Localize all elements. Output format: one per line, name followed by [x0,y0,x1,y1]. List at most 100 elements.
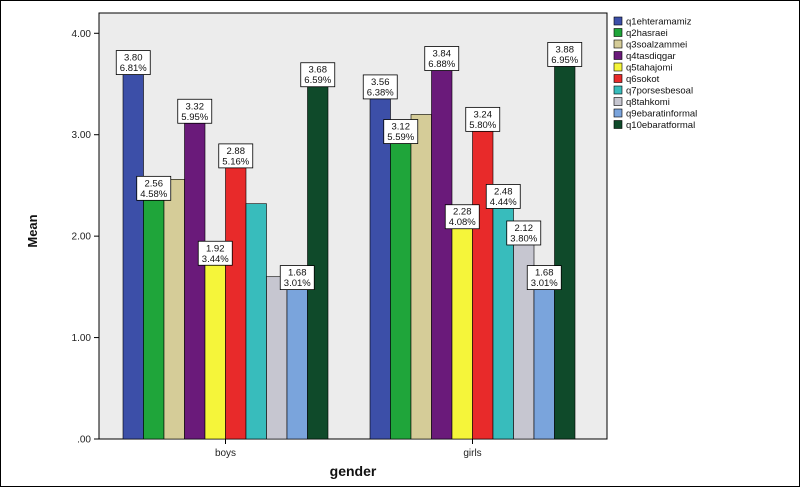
data-label-percent: 6.95% [551,55,578,66]
legend: q1ehteramamizq2hasraeiq3soalzammeiq4tasd… [613,16,697,131]
legend-item-q7porsesbesoal: q7porsesbesoal [613,85,693,97]
data-label-q4tasdiqgar-boys: 3.325.95% [177,98,213,124]
legend-item-q3soalzammei: q3soalzammei [613,40,687,51]
data-label-percent: 3.01% [531,278,558,289]
data-label-q5tahajomi-boys: 1.923.44% [197,240,233,266]
data-label-box [279,265,315,291]
y-tick-label: 2.00 [72,232,92,243]
data-label-value: 3.12 [392,122,411,133]
data-label-percent: 5.80% [469,120,496,131]
bar-q4tasdiqgar-girls [431,49,453,440]
legend-label: q10ebaratformal [626,120,695,131]
data-label-box [115,50,151,75]
bar-q8tahkomi-girls [513,223,535,440]
data-label-value: 3.80 [124,53,143,64]
legend-item-q8tahkomi: q8tahkomi [613,97,670,108]
legend-label: q4tasdiqgar [626,51,676,62]
data-label-value: 2.88 [227,146,246,157]
x-axis: boys girls [215,439,482,459]
data-label-box [424,46,460,71]
data-label-box [362,74,398,100]
y-tick-label: 3.00 [72,130,92,141]
legend-label: q9ebaratinformal [626,109,697,120]
legend-item-q9ebaratinformal: q9ebaratinformal [613,109,697,120]
bar-q9ebaratinformal-girls [533,268,555,440]
data-label-q9ebaratinformal-boys: 1.683.01% [279,265,315,291]
bar-q7porsesbesoal-boys [245,203,267,440]
data-label-q7porsesbesoal-girls: 2.484.44% [485,184,521,209]
data-label-box [300,62,336,88]
data-label-percent: 6.38% [367,87,394,98]
data-label-q5tahajomi-girls: 2.284.08% [444,204,480,230]
data-label-box [465,106,501,132]
legend-label: q1ehteramamiz [626,17,692,28]
data-label-q4tasdiqgar-girls: 3.846.88% [424,46,460,71]
data-label-box [177,98,213,124]
data-label-q8tahkomi-girls: 2.123.80% [506,220,542,246]
y-tick-label: .00 [77,435,91,446]
x-axis-title: gender [330,463,377,479]
bar-q2hasraei-girls [390,122,412,440]
data-label-q10ebaratformal-girls: 3.886.95% [547,42,583,67]
legend-label: q2hasraei [626,28,668,39]
data-label-q6sokot-girls: 3.245.80% [465,106,501,132]
legend-label: q5tahajomi [626,63,672,74]
legend-swatch [613,74,623,83]
x-tick-label-girls: girls [463,448,481,459]
legend-swatch [613,28,623,37]
bar-q3soalzammei-boys [163,179,185,440]
data-label-percent: 6.88% [428,59,455,70]
legend-label: q8tahkomi [626,97,670,108]
data-label-box [444,204,480,230]
legend-item-q4tasdiqgar: q4tasdiqgar [613,51,676,62]
legend-swatch [613,62,623,72]
data-label-q2hasraei-girls: 3.125.59% [383,119,419,144]
data-label-value: 1.68 [535,268,554,279]
bar-q6sokot-boys [225,146,247,440]
y-tick-label: 1.00 [72,333,92,344]
bar-q4tasdiqgar-boys [184,101,206,440]
data-label-percent: 5.16% [222,156,249,167]
bar-q2hasraei-boys [143,179,165,440]
legend-swatch [613,16,623,26]
bar-q8tahkomi-boys [266,276,288,440]
data-label-percent: 3.44% [202,254,229,265]
data-label-box [526,265,562,291]
data-label-percent: 6.59% [304,75,331,86]
bar-q6sokot-girls [472,110,494,440]
data-label-value: 2.12 [515,223,534,234]
legend-swatch [613,120,623,129]
data-label-box [383,119,419,144]
legend-label: q3soalzammei [626,40,687,51]
bar-q10ebaratformal-girls [554,45,576,440]
data-label-value: 2.56 [145,178,164,189]
legend-item-q1ehteramamiz: q1ehteramamiz [613,16,692,28]
legend-swatch [613,51,623,60]
data-label-q1ehteramamiz-girls: 3.566.38% [362,74,398,100]
legend-label: q6sokot [626,74,660,85]
data-label-value: 3.84 [433,49,452,60]
x-tick-label-boys: boys [215,448,236,459]
data-label-box [218,143,254,169]
legend-item-q2hasraei: q2hasraei [613,28,668,39]
y-axis: .00 1.00 2.00 3.00 4.00 [72,29,99,446]
data-label-percent: 6.81% [120,63,147,74]
data-label-q9ebaratinformal-girls: 1.683.01% [526,265,562,291]
data-label-q2hasraei-boys: 2.564.58% [136,175,172,201]
data-label-q6sokot-boys: 2.885.16% [218,143,254,169]
data-label-box [547,42,583,67]
bar-q5tahajomi-boys [204,243,226,440]
data-label-percent: 4.58% [140,189,167,200]
data-label-percent: 5.59% [387,132,414,143]
bar-q5tahajomi-girls [451,207,473,440]
data-label-q10ebaratformal-boys: 3.686.59% [300,62,336,88]
data-label-value: 3.56 [371,77,390,88]
legend-swatch [613,85,623,95]
bar-q9ebaratinformal-boys [286,268,308,440]
data-label-percent: 4.08% [449,217,476,228]
data-label-percent: 5.95% [181,112,208,123]
bar-q3soalzammei-girls [410,114,432,440]
legend-item-q6sokot: q6sokot [613,74,660,85]
